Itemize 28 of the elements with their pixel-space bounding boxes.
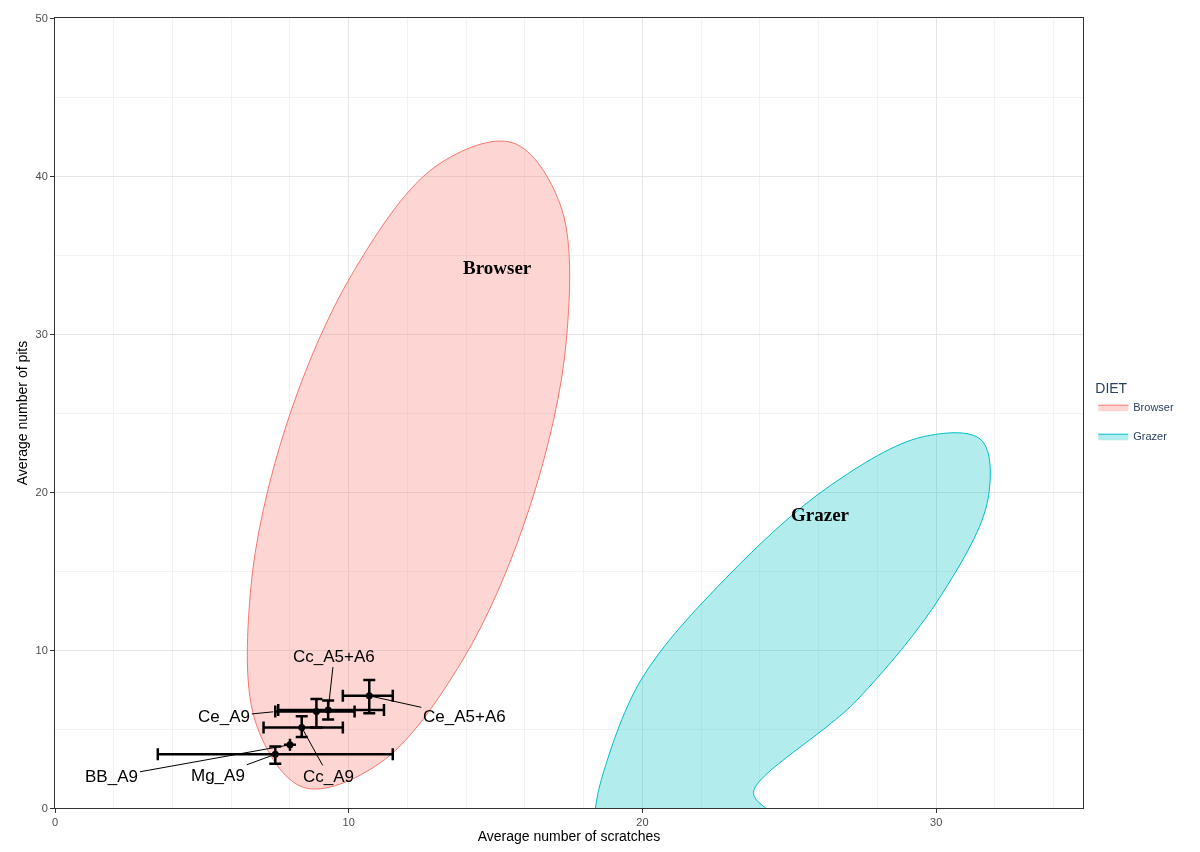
y-axis-title: Average number of pits (14, 340, 31, 486)
point (271, 750, 279, 758)
annotation: BB_A9 (85, 767, 138, 786)
legend-label: Grazer (1133, 430, 1168, 443)
annotation: Ce_A9 (198, 707, 250, 726)
x-tick-label: 20 (636, 816, 649, 829)
point (298, 723, 306, 731)
x-tick-label: 30 (930, 816, 943, 829)
point (286, 741, 294, 749)
x-axis-title: Average number of scratches (477, 828, 661, 845)
annotation: Cc_A9 (303, 767, 355, 786)
y-tick-label: 20 (35, 485, 48, 498)
y-tick-label: 40 (35, 169, 48, 182)
y-tick-label: 30 (35, 327, 48, 340)
annotation: Browser (463, 257, 532, 278)
legend-label: Browser (1133, 401, 1174, 414)
y-tick-label: 0 (41, 801, 48, 814)
annotation: Mg_A9 (191, 766, 245, 785)
annotation: Grazer (791, 504, 850, 525)
point (365, 692, 373, 700)
x-tick-label: 10 (342, 816, 355, 829)
point (312, 708, 320, 716)
annotation: Cc_A5+A6 (293, 647, 375, 666)
legend-title: DIET (1095, 379, 1128, 396)
x-tick-label: 0 (51, 816, 59, 829)
y-tick-label: 50 (35, 11, 48, 24)
annotation: Ce_A5+A6 (423, 707, 506, 726)
y-tick-label: 10 (35, 643, 48, 656)
